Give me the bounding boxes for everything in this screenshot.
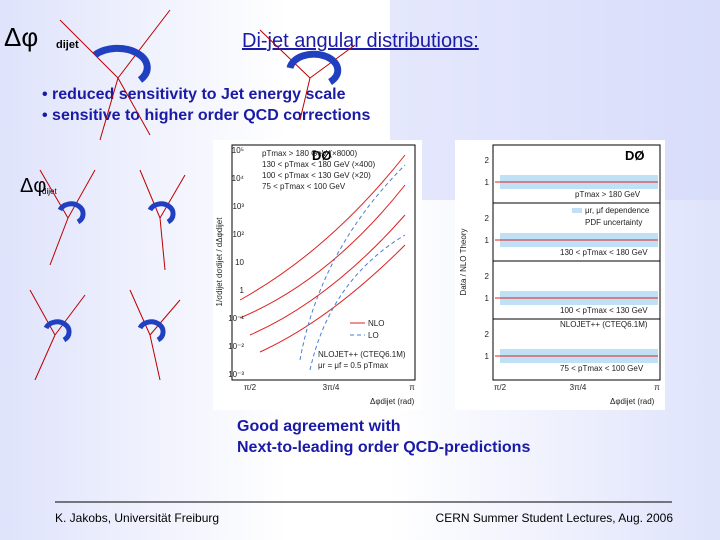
legend-entry: 130 < pTmax < 180 GeV (×400) [262,160,376,169]
x-axis-label: Δφdijet (rad) [370,397,415,406]
delta-phi-symbol: Δφ [20,175,46,197]
y-tick-label: 10⁻² [228,342,244,351]
y-tick-label: 1 [485,352,490,361]
bullet: • sensitive to higher order QCD correcti… [42,107,371,124]
delta-phi-sub: dijet [56,39,79,51]
y-tick-label: 10⁵ [232,146,244,155]
legend-entry: 75 < pTmax < 100 GeV [262,182,346,191]
footer-left: K. Jakobs, Universität Freiburg [55,511,220,525]
y-tick-label: 1 [240,286,245,295]
panel-label: 130 < pTmax < 180 GeV [560,248,648,257]
y-tick-label: 10⁻¹ [228,314,244,323]
panel-label: 75 < pTmax < 100 GeV [560,364,644,373]
y-tick-label: 2 [485,214,490,223]
footer-right: CERN Summer Student Lectures, Aug. 2006 [435,511,673,525]
y-tick-label: 1 [485,294,490,303]
jet-diagrams: Δφ dijet Δφ dijet [4,9,356,381]
y-tick-label: 10⁻³ [228,370,244,379]
y-tick-label: 2 [485,156,490,165]
y-axis-label: 1/σdijet dσdijet / dΔφdijet [215,217,224,307]
legend-entry: μr, μf dependence [585,206,650,215]
y-tick-label: 10 [235,258,244,267]
y-tick-label: 10² [232,230,244,239]
x-tick-label: π [654,383,660,392]
legend-entry: LO [368,331,379,340]
left-plot: DØ 1/σdijet dσdijet / dΔφdijet 10⁵ 10⁴ 10³… [213,140,422,410]
panel-label: pTmax > 180 GeV [575,190,641,199]
delta-phi-symbol: Δφ [4,22,38,52]
y-tick-label: 1 [485,236,490,245]
legend-entry: NLOJET++ (CTEQ6.1M) [318,350,406,359]
y-axis-label: Data / NLO Theory [459,229,468,296]
y-tick-label: 10⁴ [232,174,245,183]
x-tick-label: 3π/4 [570,383,587,392]
y-tick-label: 1 [485,178,490,187]
delta-phi-sub: dijet [42,187,57,196]
x-tick-label: 3π/4 [323,383,340,392]
experiment-label: DØ [312,148,332,163]
right-plot: DØ Data / NLO Theory 2 1 2 1 2 1 2 1 pTmax > 18… [455,140,665,410]
x-tick-label: π/2 [494,383,507,392]
legend-entry: PDF uncertainty [585,218,642,227]
legend-entry: μr = μf = 0.5 pTmax [318,361,388,370]
panel-label: 100 < pTmax < 130 GeV [560,306,648,315]
x-axis-label: Δφdijet (rad) [610,397,655,406]
caption: Good agreement with [237,418,401,435]
caption: Next-to-leading order QCD-predictions [237,439,531,456]
x-tick-label: π/2 [244,383,257,392]
legend-entry: NLO [368,319,384,328]
experiment-label: DØ [625,148,645,163]
y-tick-label: 10³ [232,202,244,211]
slide-title: Di-jet angular distributions: [242,30,479,52]
bullet: • reduced sensitivity to Jet energy scal… [42,86,346,103]
legend-entry: pTmax > 180 GeV (×8000) [262,149,358,158]
y-tick-label: 2 [485,330,490,339]
legend-entry: NLOJET++ (CTEQ6.1M) [560,320,648,329]
y-tick-label: 2 [485,272,490,281]
x-tick-label: π [409,383,415,392]
legend-entry: 100 < pTmax < 130 GeV (×20) [262,171,371,180]
